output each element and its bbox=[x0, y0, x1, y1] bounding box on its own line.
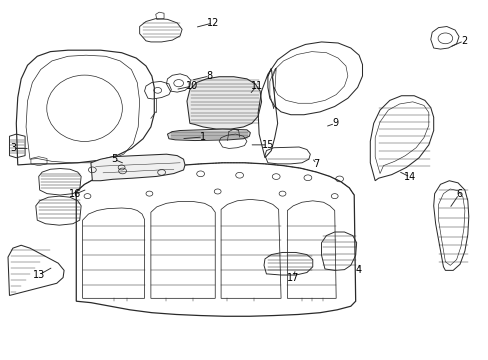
Text: 12: 12 bbox=[206, 18, 219, 28]
Text: 10: 10 bbox=[186, 81, 198, 91]
Text: 17: 17 bbox=[286, 273, 299, 283]
Polygon shape bbox=[167, 129, 250, 140]
Text: 8: 8 bbox=[206, 71, 212, 81]
Polygon shape bbox=[186, 77, 261, 129]
Text: 14: 14 bbox=[404, 172, 416, 182]
Text: 5: 5 bbox=[110, 154, 117, 164]
Text: 2: 2 bbox=[460, 36, 466, 46]
Text: 1: 1 bbox=[200, 132, 206, 142]
Text: 4: 4 bbox=[355, 265, 362, 275]
Text: 7: 7 bbox=[313, 159, 319, 169]
Text: 13: 13 bbox=[33, 270, 45, 280]
Text: 3: 3 bbox=[10, 143, 16, 153]
Text: 9: 9 bbox=[331, 118, 338, 128]
Polygon shape bbox=[91, 154, 184, 181]
Text: 6: 6 bbox=[455, 189, 461, 199]
Text: 15: 15 bbox=[261, 140, 274, 150]
Text: 11: 11 bbox=[250, 81, 262, 91]
Text: 16: 16 bbox=[68, 189, 81, 199]
